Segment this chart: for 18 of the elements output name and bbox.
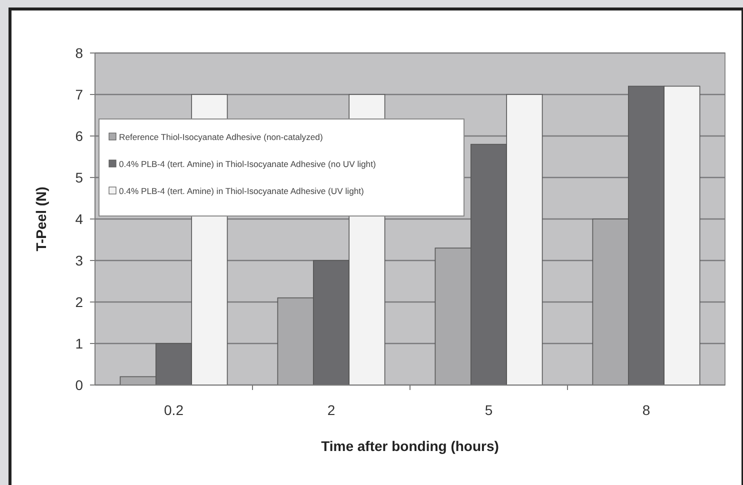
- y-tick-label: 7: [75, 86, 84, 102]
- x-axis-title: Time after bonding (hours): [321, 438, 499, 454]
- x-tick-label: 2: [327, 402, 336, 418]
- x-tick-label: 8: [642, 402, 650, 418]
- legend-label: 0.4% PLB-4 (tert. Amine) in Thiol-Isocyanate Adhesive (UV light): [119, 186, 364, 196]
- y-tick-label: 8: [75, 44, 84, 61]
- x-tick-label: 0.2: [164, 402, 184, 418]
- y-tick-label: 0: [75, 376, 84, 393]
- y-tick-label: 6: [75, 128, 84, 144]
- legend-label: Reference Thiol-Isocyanate Adhesive (non-catalyzed): [119, 132, 323, 142]
- y-tick-label: 3: [75, 252, 84, 268]
- legend-label: 0.4% PLB-4 (tert. Amine) in Thiol-Isocyanate Adhesive (no UV light): [119, 159, 376, 170]
- x-tick-label: 5: [484, 402, 493, 418]
- y-tick-label: 4: [75, 210, 84, 227]
- y-tick-label: 2: [75, 294, 84, 310]
- y-tick-label: 1: [75, 335, 84, 352]
- y-tick-label: 5: [75, 169, 84, 186]
- y-axis-title: T-Peel (N): [33, 186, 49, 252]
